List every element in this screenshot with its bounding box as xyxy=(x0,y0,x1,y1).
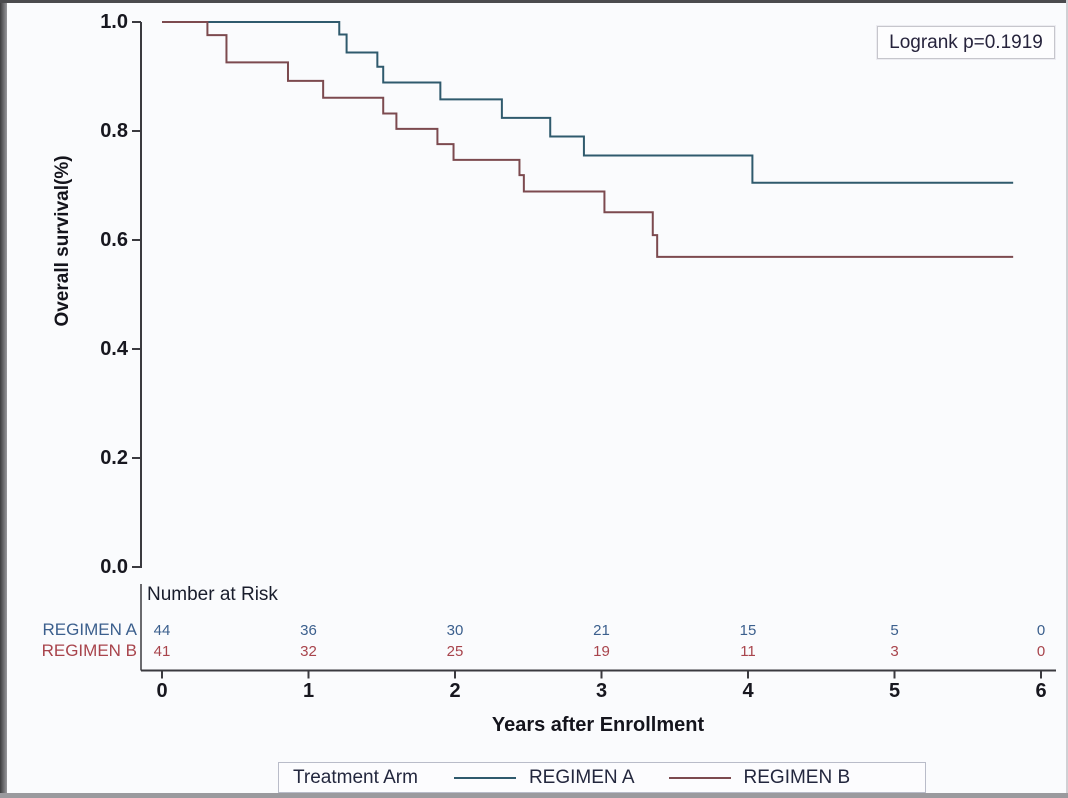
screen-edge-left xyxy=(0,0,7,798)
screen-edge-right xyxy=(1066,0,1068,798)
risk-value: 3 xyxy=(890,643,899,660)
x-tick-label: 1 xyxy=(302,680,315,702)
risk-row-label: REGIMEN A xyxy=(42,620,137,639)
legend: Treatment Arm REGIMEN A REGIMEN B xyxy=(278,762,926,793)
logrank-pvalue-box: Logrank p=0.1919 xyxy=(877,26,1055,59)
screen-edge-top xyxy=(0,0,1068,3)
x-axis-title: Years after Enrollment xyxy=(491,714,705,736)
y-tick-label: 0.6 xyxy=(100,229,128,251)
risk-value: 44 xyxy=(153,622,171,639)
y-tick-label: 0.0 xyxy=(100,556,128,578)
x-tick-label: 5 xyxy=(888,680,901,702)
y-tick-label: 1.0 xyxy=(100,11,128,33)
y-tick-label: 0.2 xyxy=(100,447,128,469)
x-tick-label: 4 xyxy=(742,680,754,702)
legend-title: Treatment Arm xyxy=(293,766,418,788)
risk-value: 15 xyxy=(739,622,757,639)
x-tick-label: 2 xyxy=(449,680,461,702)
y-tick-label: 0.4 xyxy=(100,338,128,360)
km-curve-regimen-a xyxy=(162,21,1014,184)
legend-entry: REGIMEN A xyxy=(453,766,635,789)
risk-value: 21 xyxy=(593,622,610,639)
legend-line-swatch xyxy=(453,776,516,779)
x-tick-label: 3 xyxy=(595,680,608,702)
risk-value: 32 xyxy=(300,643,317,660)
legend-entry: REGIMEN B xyxy=(668,766,851,789)
legend-series-name: REGIMEN B xyxy=(743,766,851,788)
risk-row-label: REGIMEN B xyxy=(41,641,137,660)
risk-value: 25 xyxy=(446,643,464,660)
legend-line-swatch xyxy=(668,776,731,779)
risk-value: 36 xyxy=(300,622,317,639)
km-curve-regimen-b xyxy=(162,21,1014,258)
risk-value: 0 xyxy=(1036,643,1046,660)
screen-edge-bottom xyxy=(0,793,1068,798)
risk-value: 5 xyxy=(890,622,899,639)
x-tick-label: 6 xyxy=(1035,680,1047,702)
x-tick-label: 0 xyxy=(156,680,168,702)
legend-entries: REGIMEN A REGIMEN B xyxy=(453,766,851,789)
risk-value: 0 xyxy=(1036,622,1046,639)
risk-value: 19 xyxy=(593,643,610,660)
y-axis-title: Overall survival(%) xyxy=(52,155,73,327)
risk-value: 30 xyxy=(446,622,464,639)
risk-value: 11 xyxy=(740,643,756,660)
legend-series-name: REGIMEN A xyxy=(528,766,635,788)
y-tick-label: 0.8 xyxy=(100,120,128,142)
logrank-pvalue-text: Logrank p=0.1919 xyxy=(889,31,1043,53)
number-at-risk-header: Number at Risk xyxy=(147,584,278,605)
risk-value: 41 xyxy=(153,643,171,660)
